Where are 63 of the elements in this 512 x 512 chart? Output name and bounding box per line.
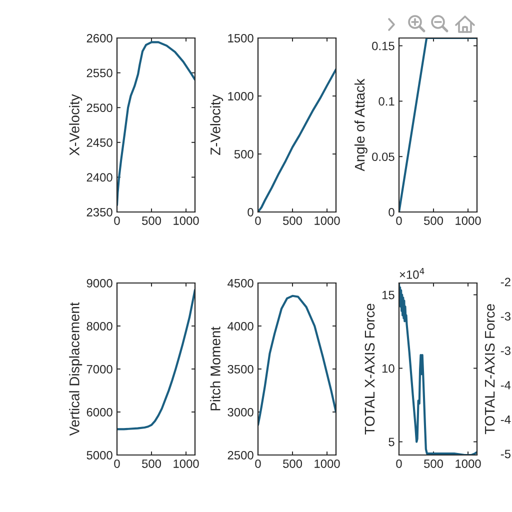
text: -4 — [500, 415, 511, 424]
y-tick-label: 2400 — [86, 173, 112, 182]
x-tick-label: 1000 — [314, 459, 340, 468]
line-series — [117, 288, 195, 430]
y-tick-label: 5000 — [86, 450, 112, 460]
y-tick-label: 6000 — [86, 408, 112, 416]
y-tick-label: 3500 — [228, 364, 254, 374]
y-tick-label: 500 — [234, 150, 254, 158]
y-tick-label: 1000 — [228, 92, 254, 100]
x-tick-label: 1000 — [456, 216, 481, 225]
y-tick-label: 0.15 — [372, 42, 394, 50]
x-tick-label: 0 — [396, 459, 402, 468]
text: -3 — [500, 346, 510, 356]
y-axis-title: TOTAL X-AXIS Force — [364, 304, 375, 435]
x-tick-label: 0 — [114, 216, 120, 225]
y-tick-label: 3000 — [228, 408, 254, 416]
text: -2 — [500, 278, 510, 286]
y-tick-label: 7000 — [86, 364, 112, 374]
x-tick-label: 1000 — [174, 459, 199, 468]
y-tick-label: 2600 — [86, 34, 112, 42]
y-tick-label: 4000 — [228, 322, 254, 330]
text: -4 — [500, 381, 511, 390]
x-tick-label: 0 — [255, 459, 261, 468]
x-tick-label: 500 — [424, 459, 444, 468]
y-tick-label: 2350 — [86, 208, 112, 216]
y-tick-label: 2500 — [86, 104, 112, 112]
y-tick-label: 4500 — [228, 278, 254, 288]
y-axis-title: Z-Velocity — [210, 94, 224, 156]
y-tick-label: 0.1 — [378, 97, 394, 106]
x-tick-label: 500 — [142, 459, 162, 468]
line-series — [258, 294, 336, 426]
y-tick-label: 10 — [382, 364, 394, 373]
y-tick-label: 1500 — [228, 34, 254, 42]
text: -3 — [500, 312, 510, 321]
x-tick-label: 500 — [424, 216, 444, 225]
y-tick-label: 8000 — [86, 322, 112, 330]
y-tick-label: 5 — [388, 438, 394, 446]
line-series — [117, 41, 195, 206]
x-tick-label: 1000 — [174, 216, 199, 225]
x-tick-label: 1000 — [314, 216, 340, 225]
y-tick-label: 2550 — [86, 68, 112, 78]
x-tick-label: 500 — [283, 459, 302, 468]
text: ×10$^{4}$ — [400, 268, 424, 279]
text: TOTAL Z-AXIS Force — [484, 304, 495, 434]
y-tick-label: 0 — [248, 208, 254, 216]
x-tick-label: 500 — [142, 216, 162, 225]
x-tick-label: 0 — [114, 459, 120, 468]
x-tick-label: 1000 — [456, 459, 481, 468]
x-tick-label: 0 — [255, 216, 261, 225]
line-series — [399, 283, 477, 455]
x-tick-label: 500 — [283, 216, 302, 225]
text: -5 — [500, 450, 510, 458]
y-axis-title: X-Velocity — [69, 94, 82, 156]
x-tick-label: 0 — [396, 216, 402, 225]
y-axis-title: Angle of Attack — [354, 78, 368, 172]
y-tick-label: 2500 — [228, 450, 254, 460]
y-tick-label: 0.05 — [372, 152, 394, 162]
y-tick-label: 2450 — [86, 138, 112, 147]
y-tick-label: 0 — [388, 208, 394, 216]
y-tick-label: 9000 — [86, 278, 112, 288]
y-axis-title: Vertical Displacement — [69, 302, 82, 436]
y-tick-label: 15 — [382, 290, 394, 300]
y-axis-title: Pitch Moment — [210, 326, 220, 410]
